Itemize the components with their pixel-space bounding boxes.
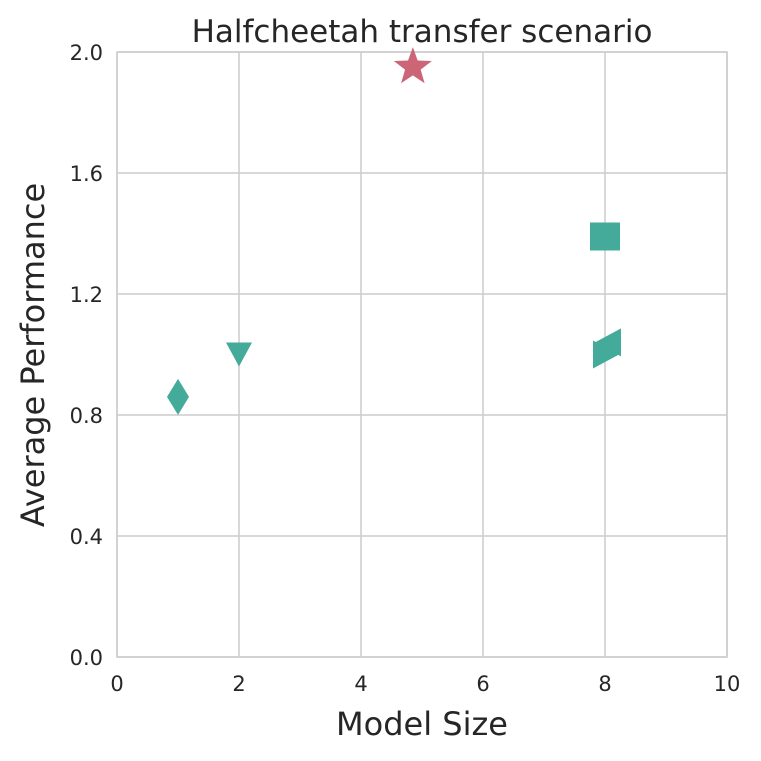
x-tick-label: 2 bbox=[232, 672, 245, 696]
y-axis-label: Average Performance bbox=[14, 183, 52, 527]
x-tick-label: 8 bbox=[598, 672, 611, 696]
y-tick-label: 0.4 bbox=[70, 525, 103, 549]
x-tick-label: 10 bbox=[714, 672, 741, 696]
y-tick-label: 1.6 bbox=[70, 162, 103, 186]
x-tick-label: 0 bbox=[110, 672, 123, 696]
plot-frame bbox=[116, 51, 728, 658]
y-tick-label: 0.8 bbox=[70, 404, 103, 428]
x-tick-label: 6 bbox=[476, 672, 489, 696]
data-point-triangle-left bbox=[595, 328, 621, 357]
x-axis-label: Model Size bbox=[336, 705, 508, 743]
y-tick-labels: 0.0 0.4 0.8 1.2 1.6 2.0 bbox=[70, 41, 103, 670]
data-point-triangle-right bbox=[593, 340, 619, 369]
chart-title: Halfcheetah transfer scenario bbox=[192, 14, 653, 50]
data-point-triangle-down bbox=[226, 342, 252, 367]
data-point-star bbox=[393, 47, 432, 84]
data-point-square bbox=[590, 222, 620, 251]
y-tick-label: 0.0 bbox=[70, 646, 103, 670]
x-tick-labels: 0 2 4 6 8 10 bbox=[110, 672, 740, 696]
data-point-diamond bbox=[167, 378, 189, 415]
y-tick-label: 1.2 bbox=[70, 283, 103, 307]
x-tick-label: 4 bbox=[354, 672, 367, 696]
data-points bbox=[167, 47, 621, 415]
y-tick-label: 2.0 bbox=[70, 41, 103, 65]
